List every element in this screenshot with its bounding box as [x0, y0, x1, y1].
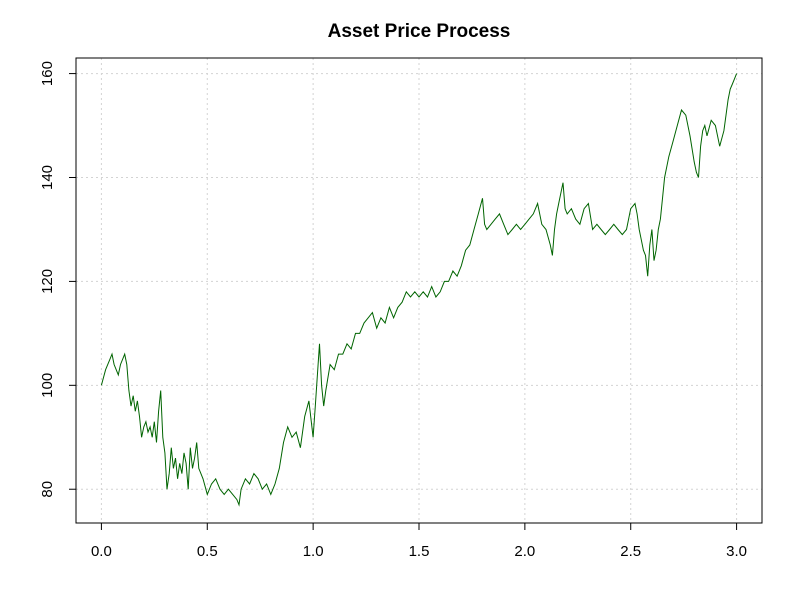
y-tick-label: 160 — [39, 61, 56, 86]
y-tick-label: 80 — [39, 481, 56, 498]
x-tick-label: 1.5 — [409, 543, 430, 560]
y-tick-label: 100 — [39, 373, 56, 398]
x-axis: 0.0 0.5 1.0 1.5 2.0 2.5 3.0 — [91, 522, 747, 560]
x-tick-label: 3.0 — [726, 543, 747, 560]
x-tick-label: 1.0 — [303, 543, 324, 560]
y-tick-label: 120 — [39, 269, 56, 294]
x-tick-label: 0.0 — [91, 543, 112, 560]
x-tick-label: 2.0 — [514, 543, 535, 560]
y-tick-label: 140 — [39, 165, 56, 190]
x-tick-label: 2.5 — [620, 543, 641, 560]
grid-lines — [76, 58, 762, 523]
y-axis: 80 100 120 140 160 — [39, 61, 77, 498]
series-line — [100, 73, 738, 507]
chart-title: Asset Price Process — [328, 21, 511, 42]
x-tick-label: 0.5 — [197, 543, 218, 560]
